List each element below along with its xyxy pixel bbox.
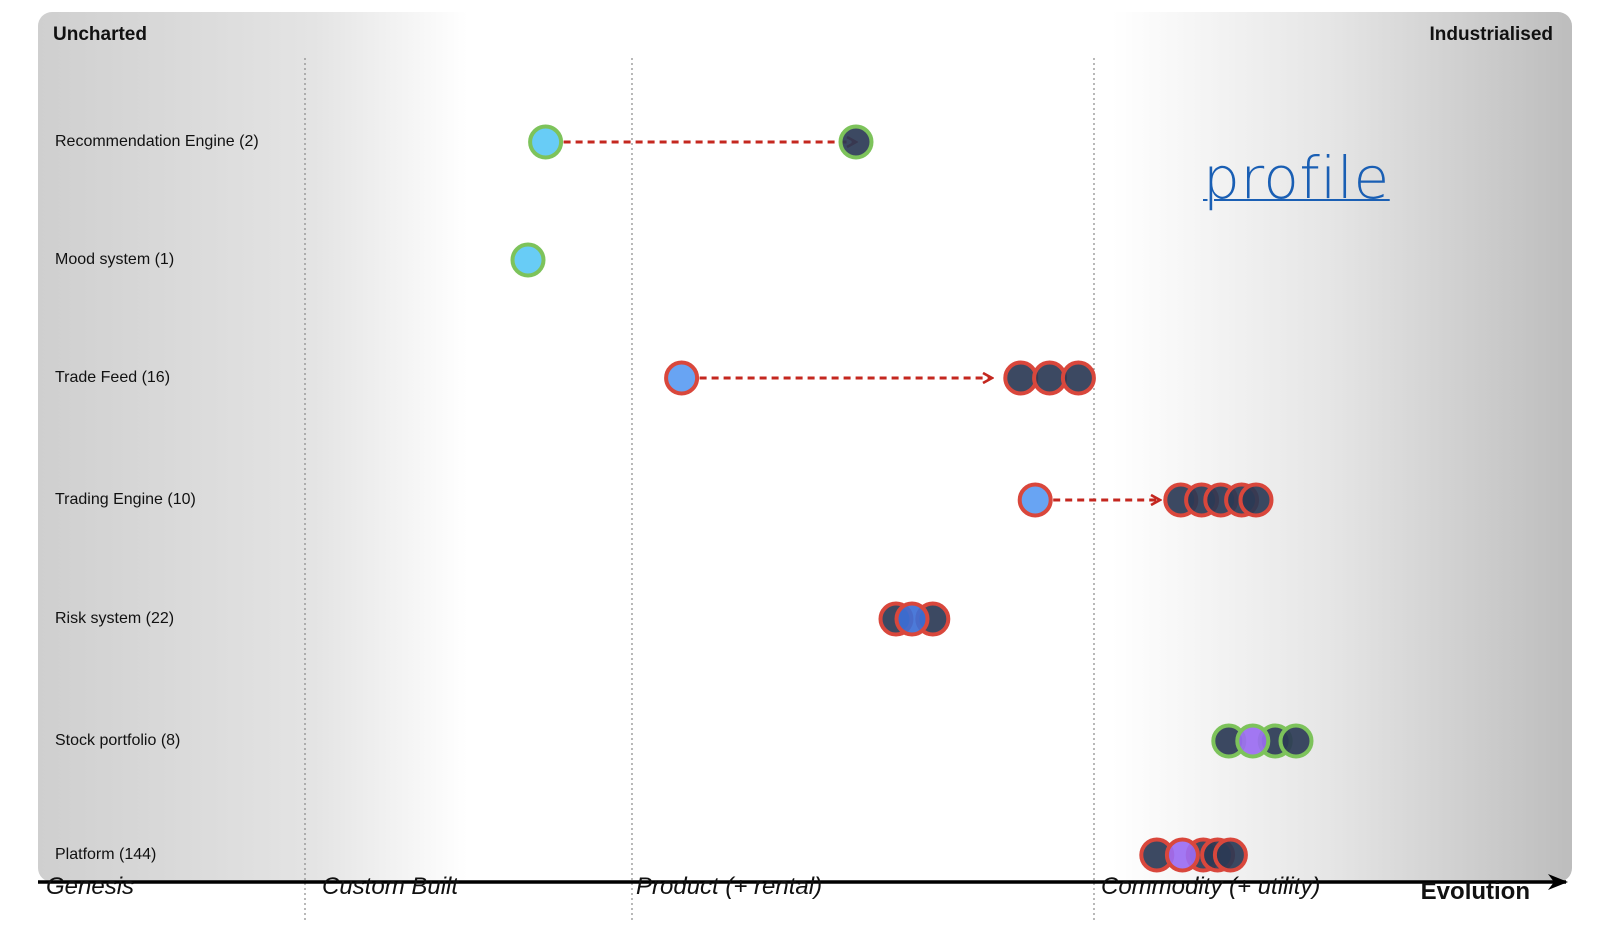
uncharted-label: Uncharted — [53, 24, 147, 45]
stage-product: Product (+ rental) — [636, 873, 823, 900]
component-point — [1017, 482, 1053, 518]
component-point — [1238, 482, 1274, 518]
row-label: Trade Feed (16) — [55, 369, 171, 386]
row-label: Risk system (22) — [55, 610, 175, 627]
stage-dividers — [304, 58, 1095, 920]
map-background — [38, 12, 1572, 882]
component-point — [1032, 360, 1068, 396]
component-points — [510, 124, 1314, 873]
industrialised-label: Industrialised — [1429, 24, 1553, 45]
component-point — [528, 124, 564, 160]
component-point — [664, 360, 700, 396]
row-label: Platform (144) — [55, 846, 157, 863]
stage-commodity: Commodity (+ utility) — [1101, 873, 1321, 900]
component-point — [894, 601, 930, 637]
stage-custom-built: Custom Built — [322, 873, 459, 900]
component-point — [1235, 723, 1271, 759]
row-label: Recommendation Engine (2) — [55, 133, 259, 150]
component-point — [1278, 723, 1314, 759]
evolution-arrows — [563, 142, 1160, 500]
component-point — [510, 242, 546, 278]
row-label: Trading Engine (10) — [55, 491, 196, 508]
row-label: Mood system (1) — [55, 251, 175, 268]
component-point — [1164, 837, 1200, 873]
profile-link[interactable]: profile — [1203, 144, 1390, 212]
component-point — [1212, 837, 1248, 873]
evolution-label: Evolution — [1420, 878, 1530, 905]
component-point — [1060, 360, 1096, 396]
component-point — [838, 124, 874, 160]
component-point — [1003, 360, 1039, 396]
row-label: Stock portfolio (8) — [55, 732, 181, 749]
stage-genesis: Genesis — [46, 873, 135, 900]
